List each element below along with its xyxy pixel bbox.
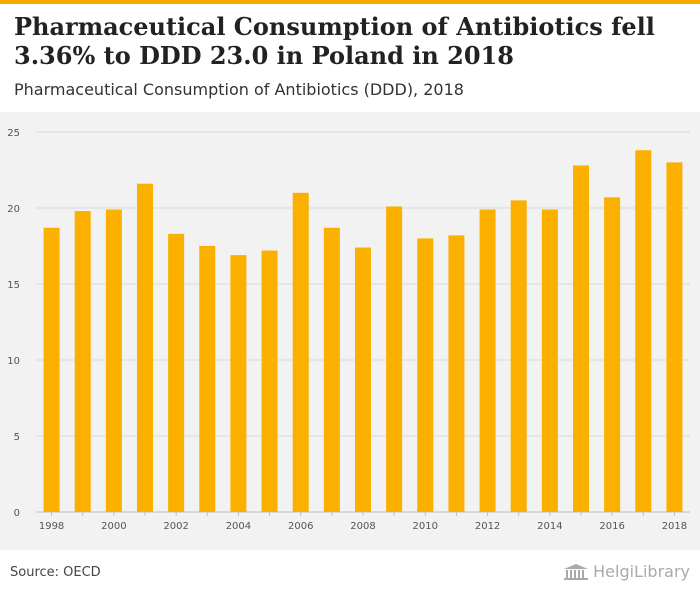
source-note: Source: OECD [10,565,101,580]
x-tick-label: 1998 [39,521,64,532]
x-tick-label: 2016 [599,521,624,532]
x-tick-label: 2012 [475,521,500,532]
y-tick-label: 25 [7,128,20,139]
library-building-icon [564,563,589,580]
x-tick-label: 2008 [350,521,375,532]
bar-2017 [635,150,652,513]
y-tick-label: 10 [7,356,20,367]
bar-2009 [386,206,403,512]
x-tick-label: 2010 [413,521,438,532]
x-tick-label: 2006 [288,521,313,532]
bar-2012 [479,209,496,512]
bar-2018 [666,162,683,512]
brand-logo: HelgiLibrary [563,562,690,581]
bar-2006 [292,192,309,513]
x-tick-label: 2002 [163,521,188,532]
bar-2005 [261,250,278,512]
y-tick-label: 20 [7,204,20,215]
y-tick-label: 5 [14,432,20,443]
y-tick-label: 15 [7,280,20,291]
x-tick-label: 2004 [226,521,251,532]
page-title: Pharmaceutical Consumption of Antibiotic… [14,12,655,70]
bar-2008 [355,247,371,512]
accent-bar [0,0,700,4]
bar-2007 [323,227,340,512]
bar-2015 [573,165,589,512]
bar-1998 [43,227,60,512]
bar-2001 [137,183,153,512]
bar-2003 [199,246,216,512]
y-tick-label: 0 [14,508,20,519]
bar-1999 [74,211,91,512]
x-tick-label: 2000 [101,521,126,532]
x-tick-label: 2018 [662,521,687,532]
bar-2013 [510,200,527,512]
bar-2011 [448,235,465,513]
bar-2010 [417,238,434,512]
bar-2004 [230,255,247,512]
bar-2014 [541,209,558,512]
bar-2016 [604,197,621,513]
brand-name: HelgiLibrary [593,562,690,581]
bar-2002 [168,233,185,512]
bar-2000 [105,209,122,512]
chart-panel: 0 5 10 15 20 25 1998 2000 2002 2004 2006 2008 2010 20… [0,112,700,550]
x-tick-label: 2014 [537,521,562,532]
chart-subtitle: Pharmaceutical Consumption of Antibiotic… [14,80,464,99]
bar-chart: 0 5 10 15 20 25 1998 2000 2002 2004 2006 2008 2010 20… [7,128,690,532]
